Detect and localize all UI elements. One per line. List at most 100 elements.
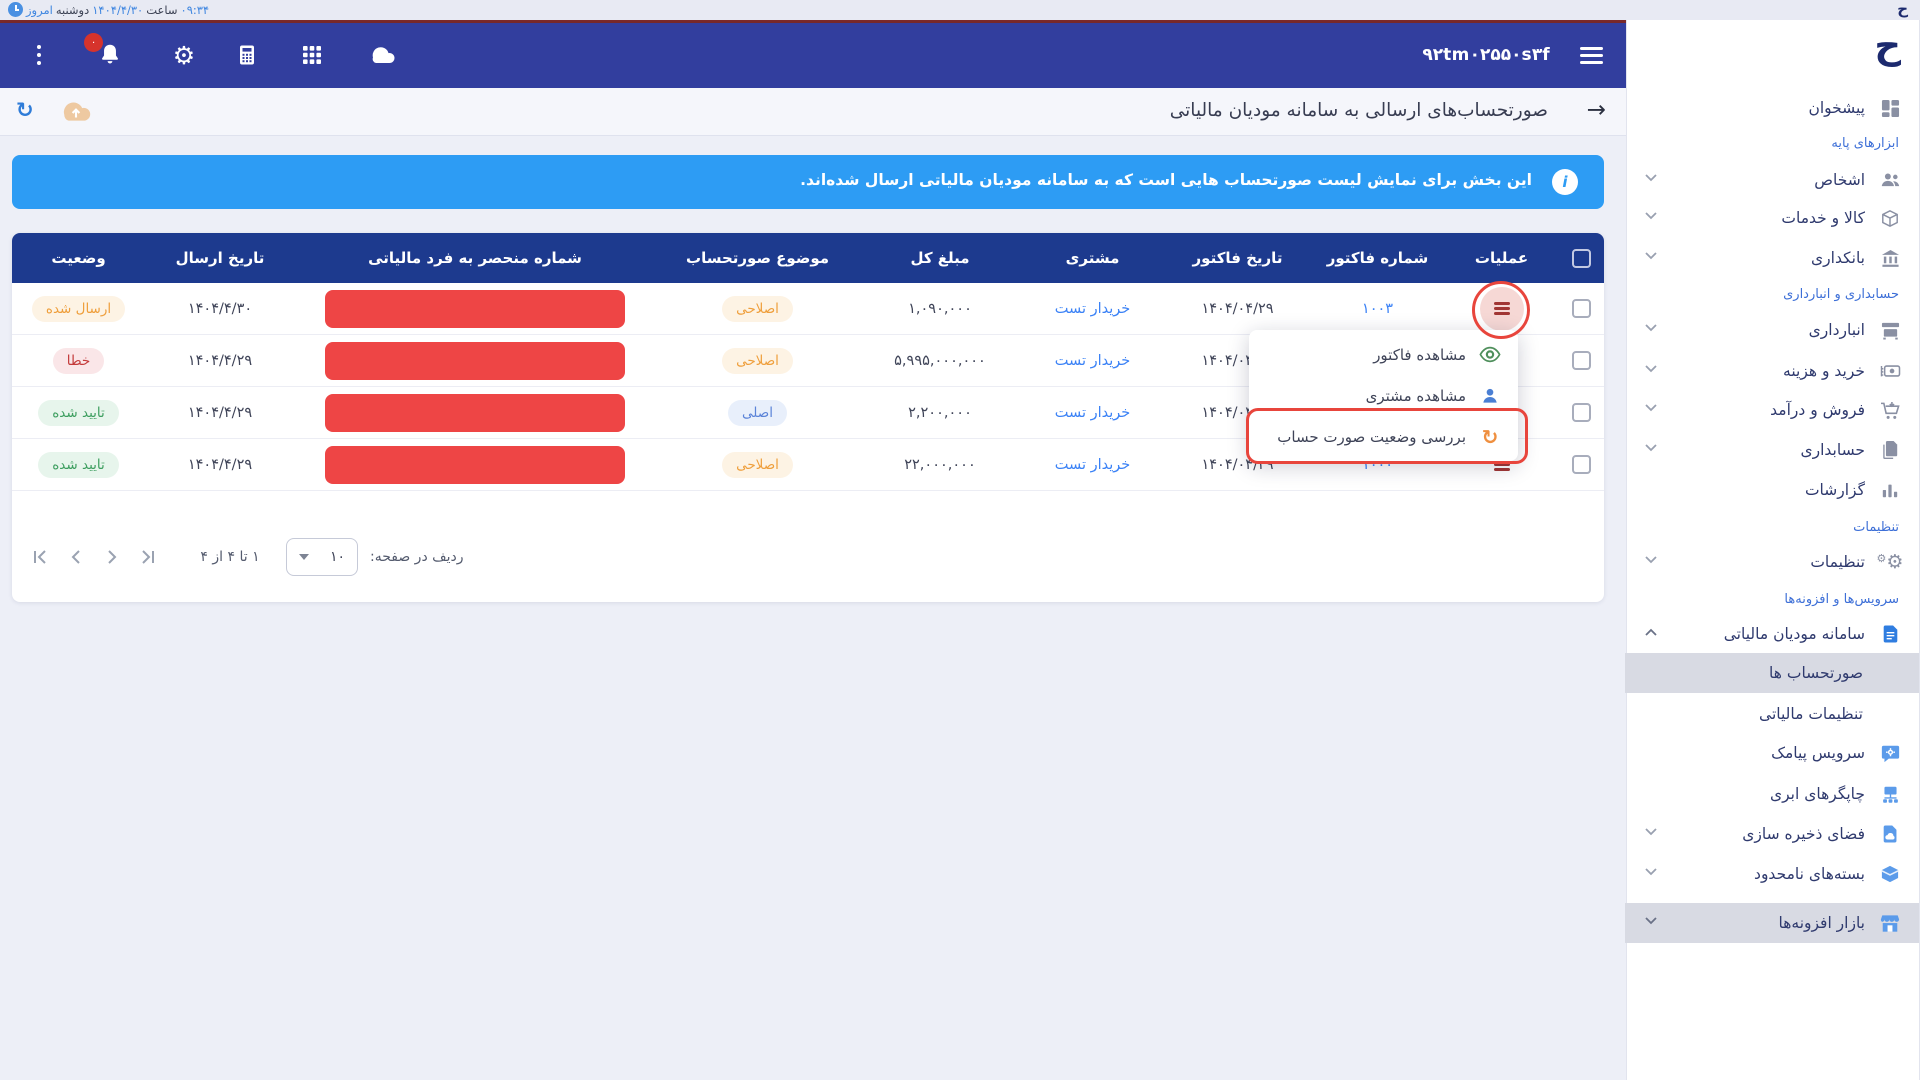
sidebar-subitem-invoices-active[interactable]: صورتحساب ها: [1625, 653, 1919, 693]
people-icon: [1879, 171, 1901, 189]
sidebar-item-reports[interactable]: گزارشات: [1625, 470, 1919, 510]
chevron-down-icon: [1645, 252, 1657, 260]
sidebar-item-warehousing[interactable]: انبارداری: [1625, 310, 1919, 350]
documents-icon: [1879, 440, 1901, 460]
select-all-checkbox[interactable]: [1571, 248, 1591, 268]
person-icon: [1478, 386, 1502, 406]
row-checkbox[interactable]: [1571, 403, 1591, 422]
calculator-button[interactable]: [233, 41, 261, 69]
cloud-upload-icon: [63, 102, 91, 121]
cloud-printer-icon: [1879, 785, 1901, 804]
kebab-menu-button[interactable]: [25, 41, 53, 69]
cash-icon: [1879, 362, 1901, 380]
back-arrow-button[interactable]: →: [1586, 97, 1606, 123]
header-invoice-date: تاریخ فاکتور: [1192, 249, 1283, 267]
last-page-button[interactable]: [134, 543, 162, 571]
row-checkbox[interactable]: [1571, 351, 1591, 370]
header-subject: موضوع صورتحساب: [686, 249, 830, 267]
gears-icon: ⚙ ⚙: [1876, 550, 1904, 573]
customer-link[interactable]: خریدار تست: [1054, 352, 1131, 369]
chevron-down-icon: [1645, 365, 1657, 373]
shelf-icon: [1879, 321, 1901, 340]
date-value: ۱۴۰۴/۴/۳۰: [92, 2, 144, 17]
sidebar-item-banking[interactable]: بانکداری: [1625, 238, 1919, 278]
sidebar-item-storage[interactable]: فضای ذخیره سازی: [1625, 814, 1919, 854]
menu-item-view-invoice[interactable]: مشاهده فاکتور: [1249, 334, 1518, 375]
sidebar-item-addons-market[interactable]: بازار افزونه‌ها: [1625, 903, 1919, 943]
rows-per-page-label: ردیف در صفحه:: [370, 549, 464, 565]
invoice-number-link[interactable]: ۱۰۰۳: [1361, 300, 1394, 317]
main-area: ۰ ⚙: [0, 20, 1626, 1080]
sidebar-item-cloud-printers[interactable]: چاپگرهای ابری: [1625, 774, 1919, 814]
chevron-down-icon: [1645, 174, 1657, 182]
sidebar-item-unlimited-packages[interactable]: بسته‌های نامحدود: [1625, 854, 1919, 894]
first-page-button[interactable]: [26, 543, 54, 571]
row-actions-button[interactable]: [1480, 443, 1524, 487]
bar-chart-icon: [1879, 481, 1901, 499]
header-send-date: تاریخ ارسال: [175, 249, 265, 267]
row-checkbox[interactable]: [1571, 299, 1591, 318]
page-title: صورتحساب‌های ارسالی به سامانه مودیان مال…: [1169, 100, 1548, 121]
calculator-icon: [240, 45, 254, 65]
tax-document-icon: [1879, 624, 1901, 644]
row-actions-icon: [1493, 307, 1510, 310]
customer-link[interactable]: خریدار تست: [1054, 456, 1131, 473]
refresh-status-icon: ↻: [1481, 424, 1499, 449]
menu-item-label: بررسی وضعیت صورت حساب: [1277, 427, 1466, 446]
sidebar-item-accounting[interactable]: حسابداری: [1625, 430, 1919, 470]
storage-cloud-document-icon: [1879, 824, 1901, 844]
invoice-date-cell: ۱۴۰۴/۰۴/۲۹: [1201, 300, 1274, 317]
sidebar-item-persons[interactable]: اشخاص: [1625, 160, 1919, 200]
sidebar-toggle-button[interactable]: [1580, 47, 1603, 64]
subject-badge: اصلاحی: [722, 295, 793, 322]
cloud-button[interactable]: [369, 41, 397, 69]
notifications-button[interactable]: ۰: [84, 33, 124, 69]
cloud-upload-button[interactable]: [60, 98, 92, 122]
sidebar-item-sales-income[interactable]: فروش و درآمد: [1625, 390, 1919, 430]
tenant-id[interactable]: ۹۲tm۰۲۵۵۰s۳f: [1422, 45, 1550, 65]
title-bar: ↻ صورتحساب‌های ارسالی به سامانه مودیان م…: [0, 88, 1626, 136]
sidebar-item-tax-system[interactable]: سامانه مودیان مالیاتی: [1625, 614, 1919, 654]
chevron-down-icon: [1645, 324, 1657, 332]
row-actions-button[interactable]: [1479, 286, 1524, 331]
menu-item-check-status[interactable]: ↻ بررسی وضعیت صورت حساب: [1249, 416, 1518, 457]
subject-badge: اصلی: [728, 399, 787, 426]
previous-page-button[interactable]: [62, 543, 90, 571]
bell-icon: [102, 44, 118, 64]
status-badge: ارسال شده: [31, 295, 126, 322]
rows-per-page-select[interactable]: ۱۰: [286, 538, 358, 576]
sidebar-item-goods-services[interactable]: کالا و خدمات: [1625, 198, 1919, 238]
row-checkbox[interactable]: [1571, 455, 1591, 474]
dashboard-icon: [1879, 99, 1901, 118]
customer-link[interactable]: خریدار تست: [1054, 404, 1131, 421]
refresh-button[interactable]: ↻: [16, 98, 34, 122]
pagination: ۱ تا ۴ از ۴ ۱۰ ردیف در صفحه:: [26, 537, 464, 577]
menu-item-view-customer[interactable]: مشاهده مشتری: [1249, 375, 1518, 416]
sidebar-subitem-tax-settings[interactable]: تنظیمات مالیاتی: [1759, 705, 1863, 723]
time-value: ۰۹:۳۴: [180, 2, 210, 17]
total-cell: ۲,۲۰۰,۰۰۰: [908, 404, 972, 421]
apps-grid-button[interactable]: [298, 41, 326, 69]
sms-service-icon: [1879, 744, 1901, 763]
settings-button[interactable]: ⚙: [170, 41, 198, 69]
sidebar-item-sms-service[interactable]: سرویس پیامک: [1625, 733, 1919, 773]
row-actions-menu: مشاهده فاکتور مشاهده مشتری ↻ بررسی وضعیت…: [1249, 330, 1518, 461]
send-date-cell: ۱۴۰۴/۴/۲۹: [187, 404, 253, 421]
subject-badge: اصلاحی: [722, 347, 793, 374]
redacted-tax-uid: [325, 289, 625, 328]
clock-icon: [8, 2, 23, 17]
sidebar-item-purchase-expense[interactable]: خرید و هزینه: [1625, 351, 1919, 391]
eye-icon: [1478, 346, 1502, 363]
status-badge: تایید شده: [38, 451, 119, 478]
weekday-label: دوشنبه: [55, 2, 90, 17]
sidebar-item-settings[interactable]: ⚙ ⚙ تنظیمات: [1625, 542, 1919, 582]
send-date-cell: ۱۴۰۴/۴/۲۹: [187, 456, 253, 473]
redacted-tax-uid: [325, 445, 625, 484]
next-page-button[interactable]: [98, 543, 126, 571]
sidebar-item-dashboard[interactable]: پیشخوان: [1625, 88, 1919, 128]
total-cell: ۱,۰۹۰,۰۰۰: [908, 300, 972, 317]
customer-link[interactable]: خریدار تست: [1054, 300, 1131, 317]
apps-grid-icon: [303, 46, 321, 64]
redacted-tax-uid: [325, 341, 625, 380]
